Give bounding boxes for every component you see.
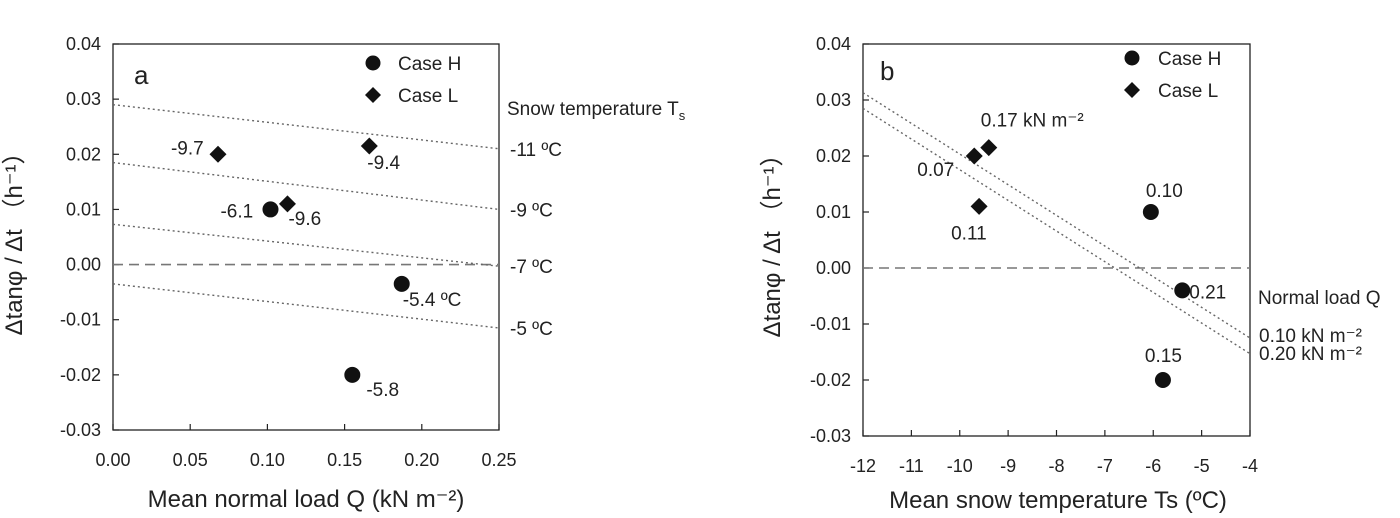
- chart-panel-a: a Mean normal load Q (kN m⁻²) Δtanφ / Δt…: [1, 34, 686, 513]
- y-tick-label: 0.02: [816, 146, 851, 166]
- y-tick-label: 0.02: [66, 144, 101, 164]
- x-tick-label: 0.05: [173, 450, 208, 470]
- legend-b-l-marker: [1124, 82, 1140, 98]
- legend-a: Case H Case L: [365, 54, 461, 107]
- data-point-case-l: [980, 139, 998, 157]
- y-tick-label: 0.01: [66, 199, 101, 219]
- data-point-case-h: [1174, 282, 1191, 299]
- x-tick-label: -6: [1145, 456, 1161, 476]
- data-label: -9.4: [367, 153, 400, 174]
- y-tick-label: -0.01: [810, 314, 851, 334]
- legend-a-h-marker: [365, 55, 381, 71]
- data-point-case-l: [360, 137, 378, 155]
- y-tick-label: -0.02: [60, 365, 101, 385]
- data-point-case-l: [278, 195, 296, 213]
- y-tick-label: 0.00: [66, 255, 101, 275]
- x-tick-label: 0.25: [481, 450, 516, 470]
- data-label: -5.4 ºC: [403, 290, 462, 311]
- y-tick-label: -0.03: [60, 420, 101, 440]
- data-point-case-l: [209, 145, 227, 163]
- data-point-case-h: [393, 275, 410, 292]
- x-tick-label: -7: [1097, 456, 1113, 476]
- legend-a-l-marker: [365, 87, 381, 103]
- data-label: 0.10: [1146, 181, 1183, 202]
- isolines-title-a: Snow temperature Ts: [507, 99, 686, 123]
- x-tick-label: 0.10: [250, 450, 285, 470]
- isolines-title-b: Normal load Q: [1258, 288, 1381, 309]
- data-point-case-l: [970, 197, 988, 215]
- x-axis-label-b: Mean snow temperature Ts (ºC): [889, 487, 1227, 514]
- data-label: 0.17 kN m⁻²: [981, 111, 1084, 132]
- data-label: 0.21: [1189, 282, 1226, 303]
- isoline: [862, 107, 1251, 355]
- data-point-case-h: [262, 201, 279, 218]
- data-label: 0.11: [951, 223, 987, 244]
- data-label: -9.6: [288, 209, 321, 230]
- isoline-label: -7 ºC: [510, 257, 553, 278]
- isoline: [112, 161, 500, 211]
- legend-a-h-label: Case H: [398, 54, 461, 75]
- data-point-case-h: [1154, 372, 1171, 388]
- x-tick-label: -8: [1048, 456, 1064, 476]
- isoline-label: -5 ºC: [510, 319, 553, 340]
- y-tick-label: 0.04: [66, 34, 101, 54]
- x-tick-label: -11: [899, 456, 924, 476]
- isoline-label: -9 ºC: [510, 200, 553, 221]
- plot-frame-a: [112, 43, 500, 431]
- isoline-label: 0.10 kN m⁻²: [1259, 326, 1362, 347]
- y-tick-label: -0.01: [60, 310, 101, 330]
- data-point-case-l: [965, 147, 983, 165]
- x-tick-label: -5: [1194, 456, 1210, 476]
- isolines-title-a-main: Snow temperature T: [507, 99, 679, 120]
- legend-b-l-label: Case L: [1158, 81, 1218, 102]
- data-point-case-h: [1142, 204, 1159, 220]
- y-tick-label: 0.00: [816, 258, 851, 278]
- isoline-label: 0.20 kN m⁻²: [1259, 344, 1362, 365]
- panel-letter-b: b: [880, 56, 894, 86]
- x-tick-label: -4: [1242, 456, 1258, 476]
- legend-b-h-label: Case H: [1158, 49, 1221, 70]
- x-tick-label: 0.20: [404, 450, 439, 470]
- isolines-title-a-sub: s: [679, 108, 686, 123]
- plot-frame-b: [862, 43, 1251, 437]
- y-axis-label-a: Δtanφ / Δt （h⁻¹）: [1, 140, 28, 335]
- isoline: [112, 223, 500, 267]
- data-label: 0.15: [1145, 346, 1182, 367]
- x-tick-label: -12: [850, 456, 876, 476]
- y-axis-label-b: Δtanφ / Δt （h⁻¹）: [759, 142, 786, 337]
- y-tick-label: 0.01: [816, 202, 851, 222]
- legend-b: Case H Case L: [1124, 49, 1221, 102]
- data-label: 0.07: [917, 160, 954, 181]
- isoline-label: -11 ºC: [510, 140, 562, 161]
- x-tick-label: 0.15: [327, 450, 362, 470]
- x-axis-label-a: Mean normal load Q (kN m⁻²): [148, 486, 465, 513]
- y-tick-label: -0.02: [810, 370, 851, 390]
- legend-a-l-label: Case L: [398, 86, 458, 107]
- data-point-case-h: [344, 366, 361, 383]
- x-tick-label: 0.00: [95, 450, 130, 470]
- y-tick-label: 0.03: [66, 89, 101, 109]
- panel-letter-a: a: [134, 60, 149, 90]
- x-tick-label: -10: [947, 456, 973, 476]
- y-tick-label: -0.03: [810, 426, 851, 446]
- legend-b-h-marker: [1124, 50, 1140, 66]
- data-label: -5.8: [366, 380, 399, 401]
- data-label: -9.7: [171, 138, 204, 159]
- y-tick-label: 0.04: [816, 34, 851, 54]
- chart-panel-b: b Mean snow temperature Ts (ºC) Δtanφ / …: [759, 34, 1381, 514]
- x-tick-label: -9: [1000, 456, 1016, 476]
- data-label: -6.1: [220, 201, 253, 222]
- y-tick-label: 0.03: [816, 90, 851, 110]
